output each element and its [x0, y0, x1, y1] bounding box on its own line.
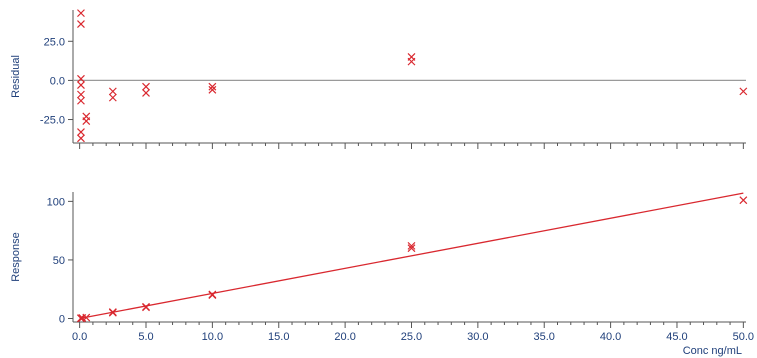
y-tick-label: 100	[47, 196, 65, 208]
data-point-stroke	[77, 81, 85, 90]
data-point-stroke	[77, 9, 85, 18]
data-point-stroke	[108, 93, 117, 102]
data-point	[407, 244, 416, 253]
y-tick-label: 25.0	[44, 36, 65, 48]
data-point-stroke	[739, 196, 748, 205]
data-point	[77, 128, 85, 136]
response-plot-panel: 0.0 5.0 10.0 15.0 20.0 25.0 30.0 35.0 40.0 45.0 50…	[10, 192, 754, 357]
x-tick-label: 25.0	[401, 331, 422, 343]
data-point-stroke	[77, 74, 85, 83]
data-point	[108, 308, 117, 316]
data-point	[82, 313, 91, 322]
data-point	[82, 117, 91, 126]
y-tick-label: 0	[59, 313, 65, 325]
data-point	[208, 85, 217, 94]
data-point	[208, 82, 217, 91]
data-point-stroke	[77, 96, 85, 105]
data-point-stroke	[208, 85, 217, 94]
y-axis-title: Residual	[10, 55, 22, 98]
data-point	[142, 303, 150, 312]
data-point-stroke	[407, 57, 416, 66]
data-point-stroke	[739, 87, 748, 96]
y-tick-label: 0.0	[50, 75, 65, 87]
y-axis-title: Response	[10, 232, 22, 282]
regression-fit-line	[79, 192, 744, 320]
data-point-stroke	[208, 291, 217, 299]
data-point-stroke	[82, 313, 91, 322]
data-point-stroke	[142, 303, 150, 312]
x-tick-label: 10.0	[202, 331, 223, 343]
data-point-stroke	[108, 308, 117, 316]
data-point-stroke	[208, 82, 217, 91]
data-point-stroke	[77, 128, 85, 136]
data-point-stroke	[77, 314, 85, 323]
x-tick-label: 30.0	[467, 331, 488, 343]
data-point-stroke	[142, 82, 150, 91]
x-tick-label: 35.0	[534, 331, 555, 343]
data-point	[77, 9, 85, 18]
y-tick-label: 50	[53, 255, 65, 267]
data-point-stroke	[82, 117, 91, 126]
data-point-stroke	[77, 20, 85, 29]
x-tick-label: 5.0	[138, 331, 153, 343]
x-tick-label: 40.0	[600, 331, 621, 343]
data-point	[407, 57, 416, 66]
y-tick-label: -25.0	[40, 115, 65, 127]
data-point	[77, 74, 85, 83]
data-point	[108, 87, 117, 96]
data-point-stroke	[407, 244, 416, 253]
residual-plot-panel: 25.0 0.0 -25.0 Residual	[10, 9, 748, 149]
data-point-stroke	[407, 241, 416, 250]
data-point	[739, 196, 748, 205]
data-point-stroke	[77, 134, 85, 143]
data-point	[108, 93, 117, 102]
data-point	[142, 89, 150, 97]
data-point	[77, 134, 85, 143]
x-axis-title: Conc ng/mL	[683, 345, 742, 357]
data-point	[739, 87, 748, 96]
data-point	[208, 291, 217, 299]
x-tick-label: 15.0	[268, 331, 289, 343]
x-tick-label: 0.0	[72, 331, 87, 343]
x-tick-label: 50.0	[733, 331, 754, 343]
data-point	[77, 96, 85, 105]
x-tick-label: 45.0	[666, 331, 687, 343]
data-point	[407, 241, 416, 250]
data-point	[77, 20, 85, 29]
x-tick-label: 20.0	[334, 331, 355, 343]
data-point	[77, 81, 85, 90]
data-point	[77, 90, 85, 99]
data-point-stroke	[142, 89, 150, 97]
data-point	[142, 82, 150, 91]
data-point-stroke	[108, 87, 117, 96]
data-point-stroke	[77, 90, 85, 99]
